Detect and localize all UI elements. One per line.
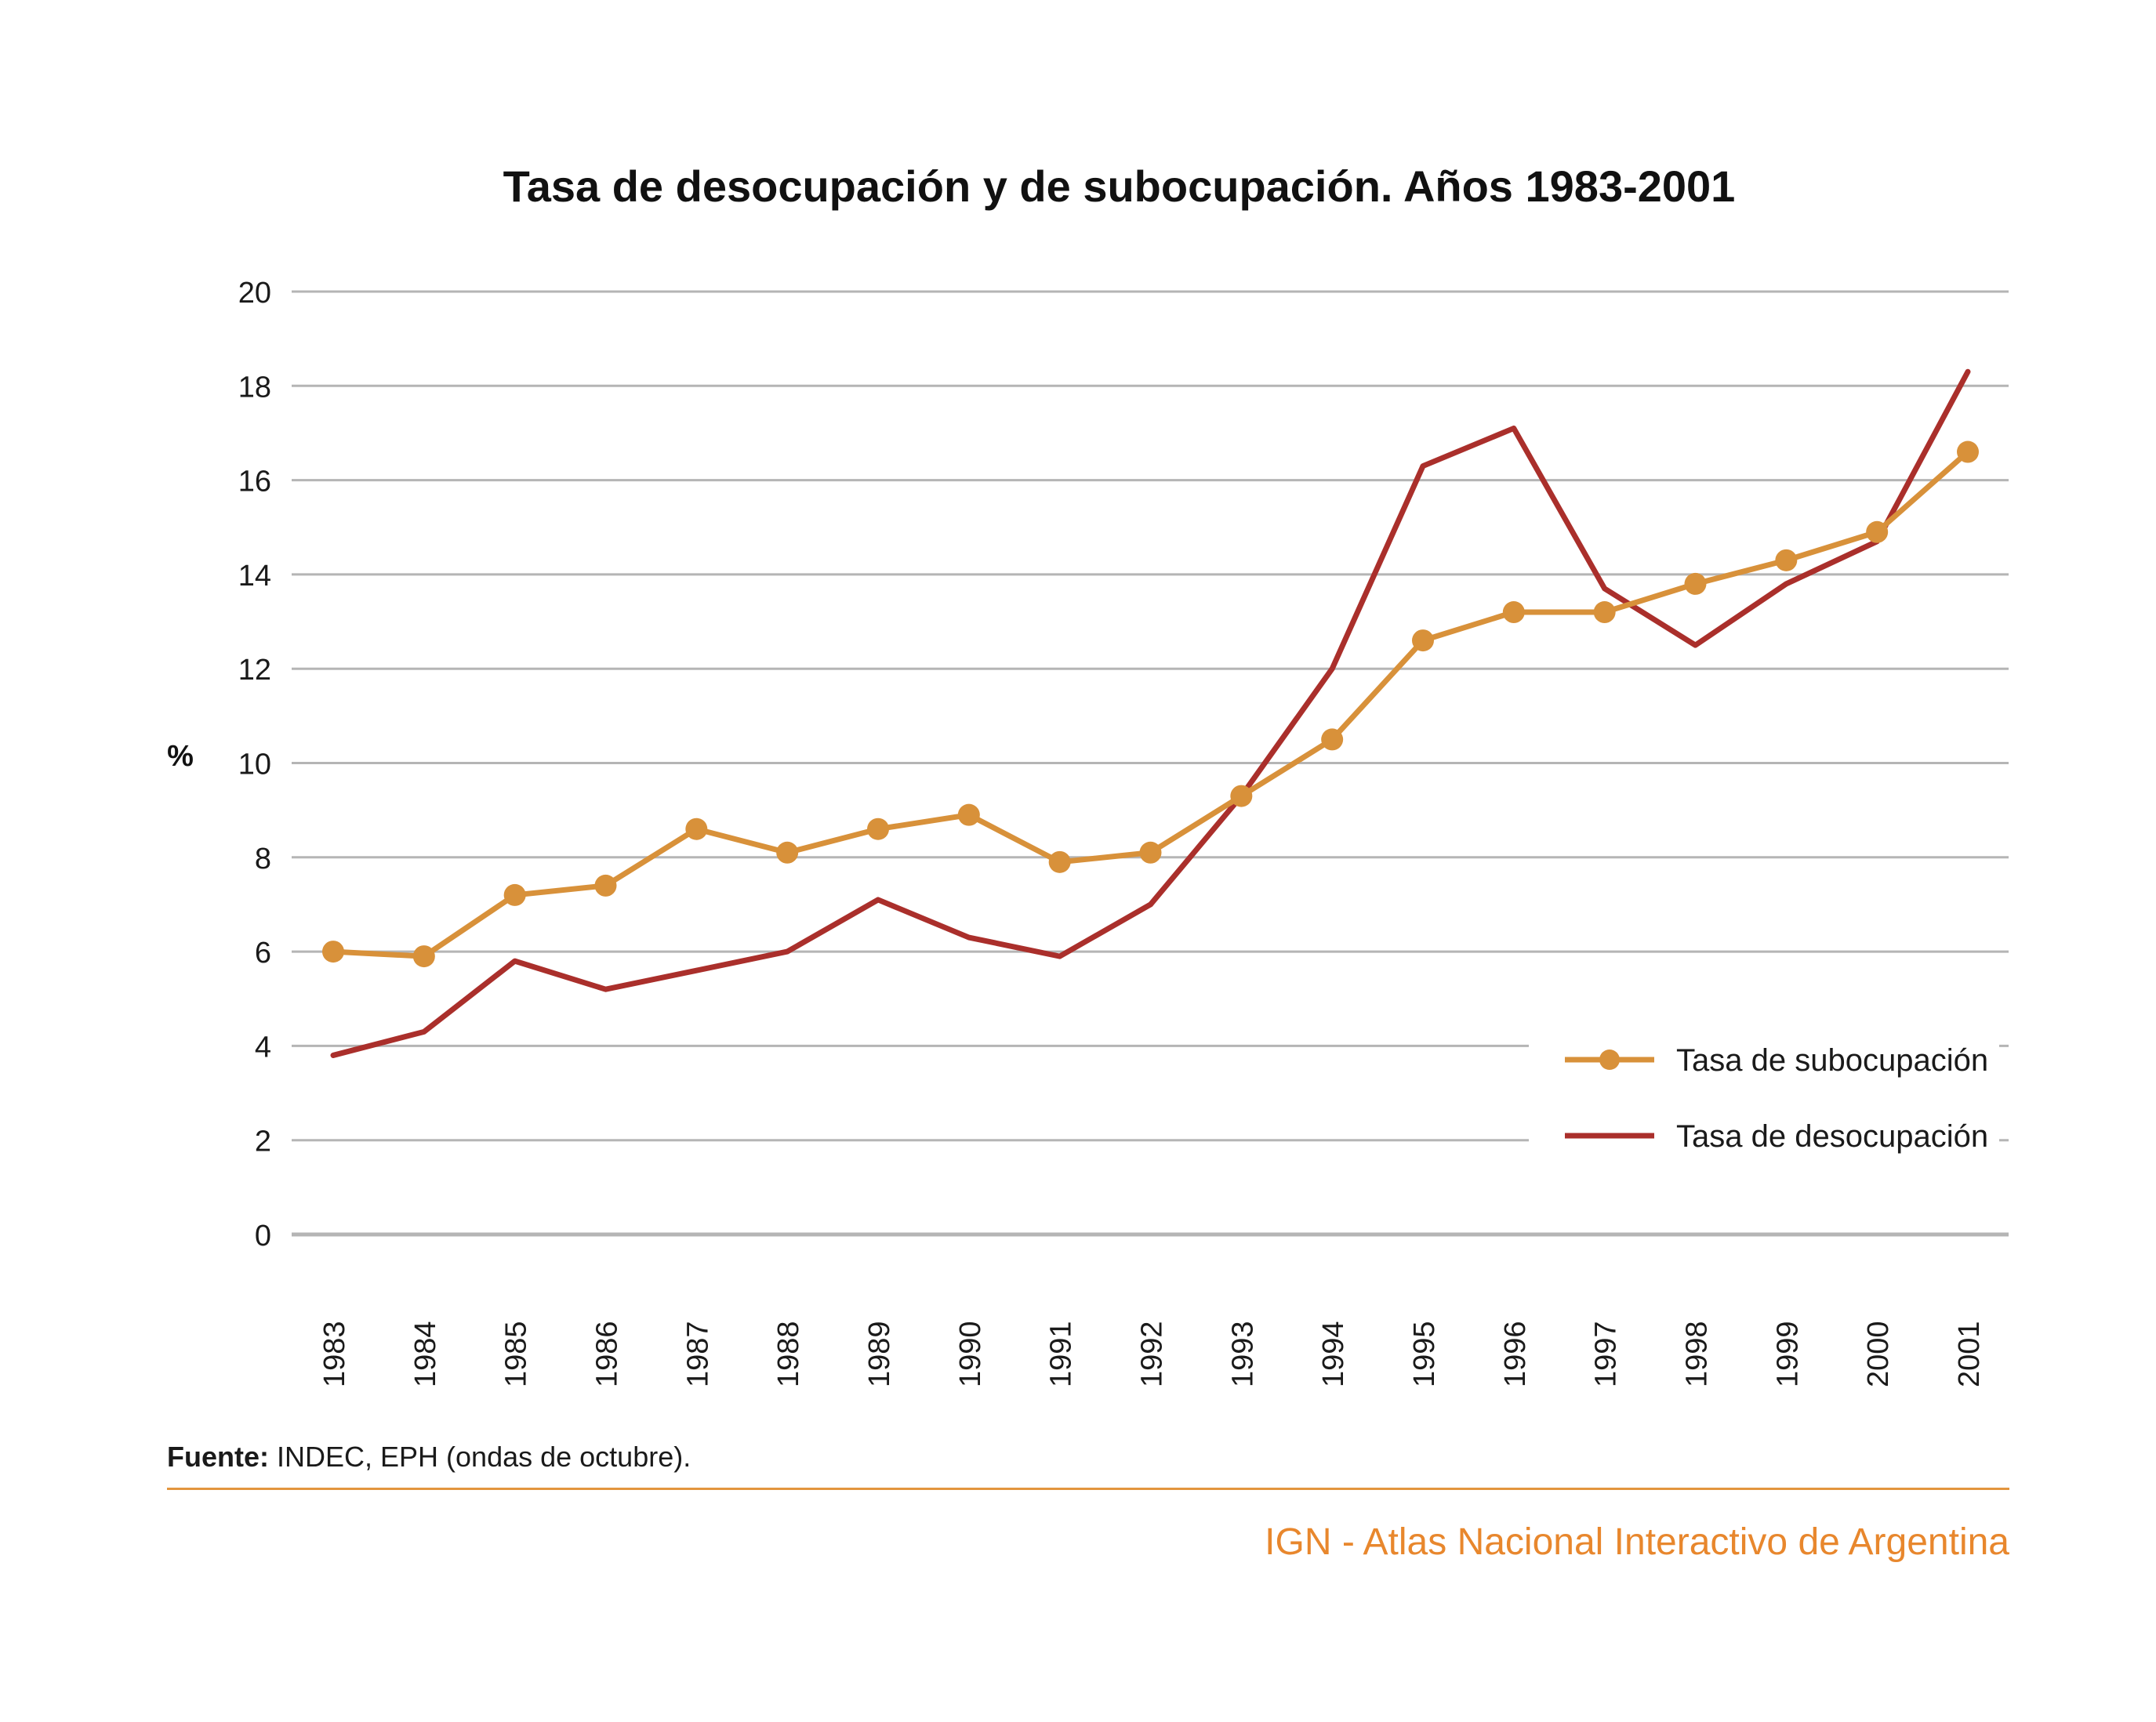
legend-swatch-marker	[1599, 1050, 1620, 1070]
data-point	[1139, 841, 1162, 864]
y-axis-label: %	[167, 740, 194, 773]
y-tick-label: 4	[255, 1031, 271, 1064]
x-tick-label: 1986	[591, 1321, 624, 1387]
chart-title: Tasa de desocupación y de subocupación. …	[503, 161, 1736, 211]
series	[322, 368, 1979, 1058]
x-tick-label: 1992	[1136, 1321, 1169, 1387]
y-axis-ticks: 0 2 4 6 8 10 12 14 16 18 20	[238, 277, 271, 1253]
data-point	[1230, 785, 1253, 807]
data-point	[776, 841, 799, 864]
legend-background	[1529, 1019, 1999, 1168]
y-tick-label: 18	[238, 371, 271, 404]
x-tick-label: 1984	[409, 1321, 442, 1387]
source-note: Fuente: INDEC, EPH (ondas de octubre).	[167, 1441, 691, 1474]
legend-label: Tasa de desocupación	[1676, 1119, 1988, 1154]
data-point	[1866, 520, 1889, 543]
legend: Tasa de subocupación Tasa de desocupación	[1565, 1043, 1988, 1154]
data-point	[685, 817, 708, 840]
series-line	[330, 368, 1971, 1058]
x-tick-label: 2000	[1862, 1321, 1895, 1387]
y-tick-label: 20	[238, 277, 271, 310]
x-tick-label: 1998	[1681, 1321, 1714, 1387]
y-tick-label: 2	[255, 1126, 271, 1158]
source-label: Fuente:	[167, 1441, 269, 1473]
x-tick-label: 1983	[318, 1321, 351, 1387]
y-tick-label: 0	[255, 1220, 271, 1253]
footer-divider	[167, 1488, 2009, 1490]
data-point	[1775, 549, 1798, 571]
y-tick-label: 16	[238, 466, 271, 498]
x-tick-label: 1997	[1590, 1321, 1623, 1387]
x-tick-label: 1990	[954, 1321, 987, 1387]
y-tick-label: 12	[238, 654, 271, 687]
data-point	[1321, 728, 1344, 751]
x-tick-label: 1995	[1408, 1321, 1441, 1387]
x-tick-label: 1989	[863, 1321, 896, 1387]
series-line	[330, 449, 1971, 959]
data-point	[594, 874, 617, 897]
x-tick-label: 1987	[681, 1321, 714, 1387]
data-point	[1957, 440, 1979, 463]
y-tick-label: 10	[238, 749, 271, 781]
y-tick-label: 6	[255, 937, 271, 970]
x-tick-label: 1993	[1226, 1321, 1259, 1387]
source-text: INDEC, EPH (ondas de octubre).	[269, 1441, 691, 1473]
y-tick-label: 8	[255, 843, 271, 876]
y-tick-label: 14	[238, 560, 271, 593]
x-tick-label: 1988	[772, 1321, 805, 1387]
x-tick-label: 1996	[1499, 1321, 1532, 1387]
gridlines	[292, 290, 2009, 1237]
x-tick-label: 2001	[1953, 1321, 1986, 1387]
data-point	[957, 803, 980, 826]
x-tick-label: 1994	[1317, 1321, 1350, 1387]
legend-label: Tasa de subocupación	[1676, 1043, 1988, 1078]
data-point	[1684, 572, 1707, 595]
data-point	[1048, 850, 1071, 873]
data-point	[1502, 601, 1525, 624]
data-point	[503, 883, 526, 906]
x-axis-ticks: 1983 1984 1985 1986 1987 1988 1989 1990 1991 1992…	[318, 1321, 1986, 1387]
x-tick-label: 1999	[1771, 1321, 1804, 1387]
data-point	[867, 817, 889, 840]
data-point	[1412, 629, 1434, 652]
data-point	[322, 941, 344, 963]
brand-credit: IGN - Atlas Nacional Interactivo de Arge…	[1265, 1521, 2009, 1563]
data-point	[412, 945, 435, 968]
x-tick-label: 1991	[1045, 1321, 1078, 1387]
data-point	[1593, 601, 1616, 624]
x-tick-label: 1985	[500, 1321, 533, 1387]
